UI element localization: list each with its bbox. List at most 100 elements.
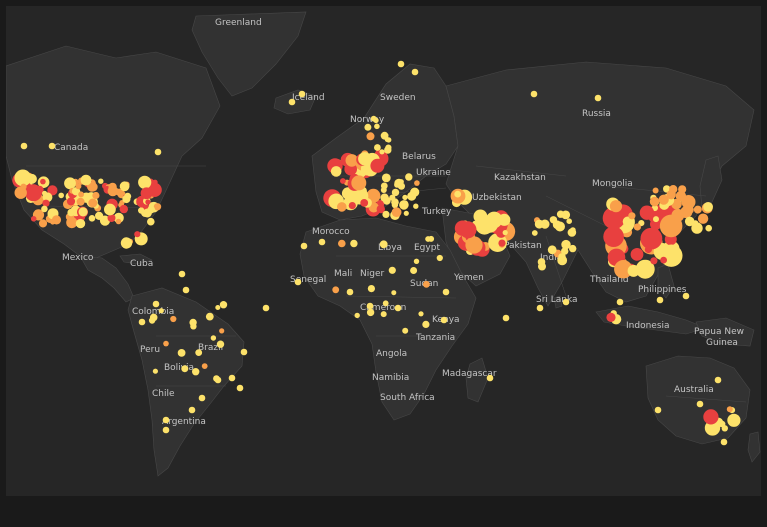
event-marker[interactable] [653,216,659,223]
event-marker[interactable] [192,368,200,376]
event-marker[interactable] [379,149,385,155]
event-marker[interactable] [684,216,695,227]
event-marker[interactable] [364,123,372,131]
event-marker[interactable] [120,237,133,249]
event-marker[interactable] [569,244,577,253]
event-marker[interactable] [210,335,217,341]
event-marker[interactable] [115,218,122,225]
event-marker[interactable] [397,60,405,68]
event-marker[interactable] [693,205,702,214]
event-marker[interactable] [366,308,375,317]
event-marker[interactable] [382,300,389,307]
event-marker[interactable] [66,197,76,206]
event-marker[interactable] [567,228,577,237]
event-marker[interactable] [681,195,696,209]
event-marker[interactable] [391,188,400,197]
event-marker[interactable] [78,207,88,217]
event-marker[interactable] [318,238,326,246]
event-marker[interactable] [386,137,392,143]
event-marker[interactable] [639,205,655,220]
event-marker[interactable] [95,211,104,220]
event-marker[interactable] [300,242,308,250]
event-marker[interactable] [380,193,389,202]
event-marker[interactable] [219,328,225,334]
event-marker[interactable] [332,286,340,294]
event-marker[interactable] [382,210,390,218]
event-marker[interactable] [614,260,633,279]
event-marker[interactable] [594,94,602,102]
event-marker[interactable] [181,365,189,373]
event-marker[interactable] [140,187,153,200]
event-marker[interactable] [188,406,196,414]
event-marker[interactable] [602,206,626,230]
event-marker[interactable] [656,296,664,304]
event-marker[interactable] [561,210,571,220]
event-marker[interactable] [158,308,164,314]
event-marker[interactable] [340,178,346,184]
event-marker[interactable] [682,292,690,300]
event-marker[interactable] [147,217,155,226]
event-marker[interactable] [486,374,494,382]
event-marker[interactable] [64,177,76,190]
event-marker[interactable] [88,215,96,222]
event-markers[interactable] [12,60,741,446]
event-marker[interactable] [152,300,160,308]
event-marker[interactable] [354,312,360,319]
event-marker[interactable] [667,261,673,266]
event-marker[interactable] [351,175,367,191]
event-marker[interactable] [663,185,671,193]
event-marker[interactable] [635,259,655,279]
event-marker[interactable] [14,169,32,187]
event-marker[interactable] [366,132,375,141]
event-marker[interactable] [459,221,477,239]
event-marker[interactable] [288,98,296,106]
event-marker[interactable] [388,266,396,274]
event-marker[interactable] [40,178,46,185]
event-marker[interactable] [58,192,64,199]
event-marker[interactable] [367,285,375,293]
event-marker[interactable] [566,218,572,224]
event-marker[interactable] [66,217,78,229]
event-marker[interactable] [42,190,48,196]
event-marker[interactable] [215,305,221,310]
event-marker[interactable] [692,220,699,227]
event-marker[interactable] [152,368,158,374]
event-marker[interactable] [534,219,544,229]
event-marker[interactable] [652,187,659,194]
event-marker[interactable] [423,280,430,288]
event-marker[interactable] [138,175,152,189]
event-marker[interactable] [134,231,141,238]
event-marker[interactable] [380,131,389,140]
event-marker[interactable] [454,190,462,198]
event-marker[interactable] [366,302,374,310]
event-marker[interactable] [502,314,510,322]
event-marker[interactable] [603,226,624,247]
event-marker[interactable] [41,205,48,213]
event-marker[interactable] [402,327,409,334]
event-marker[interactable] [48,142,56,150]
event-marker[interactable] [549,216,558,224]
event-marker[interactable] [547,245,557,255]
event-marker[interactable] [705,224,712,232]
event-marker[interactable] [98,178,104,184]
event-marker[interactable] [440,316,448,324]
event-marker[interactable] [80,174,92,186]
event-marker[interactable] [616,298,624,306]
event-marker[interactable] [379,240,388,249]
event-marker[interactable] [630,248,644,261]
event-marker[interactable] [195,349,203,356]
event-marker[interactable] [650,218,662,230]
event-marker[interactable] [154,148,162,156]
event-marker[interactable] [538,262,546,271]
event-marker[interactable] [145,199,151,205]
event-marker[interactable] [163,340,169,347]
event-marker[interactable] [696,400,704,408]
event-marker[interactable] [410,187,420,197]
event-marker[interactable] [436,254,443,262]
event-marker[interactable] [205,312,214,321]
event-marker[interactable] [425,236,431,242]
event-marker[interactable] [338,239,346,248]
event-marker[interactable] [660,256,667,264]
event-marker[interactable] [530,90,538,98]
event-marker[interactable] [666,190,676,200]
